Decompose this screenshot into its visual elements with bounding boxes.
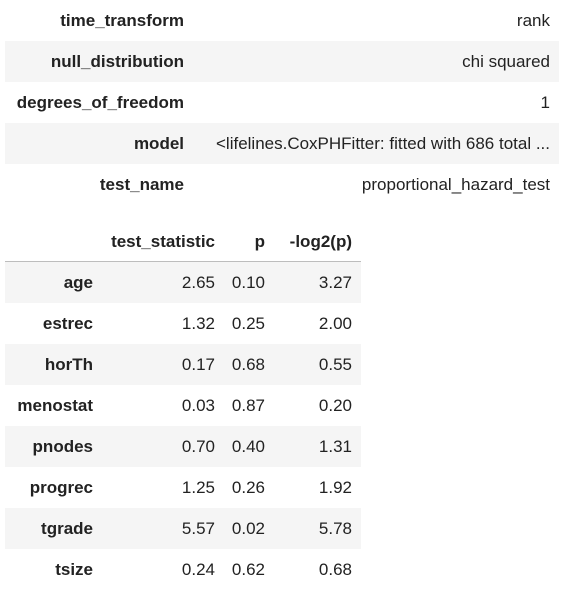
- summary-key: degrees_of_freedom: [16, 92, 184, 112]
- covariate-name: tgrade: [41, 518, 93, 538]
- covariate-name: pnodes: [32, 436, 93, 456]
- test-statistic-cell: 2.65: [181, 272, 215, 292]
- summary-row-null-distribution: null_distribution chi squared: [5, 41, 559, 82]
- test-statistic-cell: 0.24: [181, 559, 215, 579]
- neg-log2-p-cell: 3.27: [318, 272, 352, 292]
- p-cell: 0.68: [231, 354, 265, 374]
- summary-key: null_distribution: [50, 51, 184, 71]
- test-statistic-header: test_statistic: [111, 231, 215, 251]
- neg-log2-p-header: -log2(p): [289, 231, 352, 251]
- covariate-name: horTh: [44, 354, 93, 374]
- table-row: tsize 0.24 0.62 0.68: [5, 549, 361, 590]
- summary-row-test-name: test_name proportional_hazard_test: [5, 164, 559, 205]
- test-statistic-cell: 0.70: [181, 436, 215, 456]
- neg-log2-p-cell: 1.31: [318, 436, 352, 456]
- covariate-name: progrec: [29, 477, 93, 497]
- p-cell: 0.10: [231, 272, 265, 292]
- summary-value: chi squared: [462, 51, 550, 71]
- results-header-row: test_statistic p -log2(p): [5, 222, 361, 262]
- p-cell: 0.40: [231, 436, 265, 456]
- results-body: age 2.65 0.10 3.27 estrec 1.32 0.25 2.00…: [5, 262, 361, 590]
- test-statistic-cell: 5.57: [181, 518, 215, 538]
- table-row: tgrade 5.57 0.02 5.78: [5, 508, 361, 549]
- covariate-name: age: [63, 272, 93, 292]
- table-row: horTh 0.17 0.68 0.55: [5, 344, 361, 385]
- summary-key: time_transform: [60, 10, 184, 30]
- test-results-table: test_statistic p -log2(p) age 2.65 0.10 …: [5, 222, 361, 590]
- summary-row-time-transform: time_transform rank: [5, 0, 559, 41]
- p-cell: 0.87: [231, 395, 265, 415]
- p-header: p: [254, 231, 265, 251]
- neg-log2-p-cell: 0.68: [318, 559, 352, 579]
- table-row: menostat 0.03 0.87 0.20: [5, 385, 361, 426]
- neg-log2-p-cell: 0.20: [318, 395, 352, 415]
- table-row: age 2.65 0.10 3.27: [5, 262, 361, 303]
- summary-value: proportional_hazard_test: [361, 174, 550, 194]
- p-cell: 0.26: [231, 477, 265, 497]
- summary-row-model: model <lifelines.CoxPHFitter: fitted wit…: [5, 123, 559, 164]
- test-statistic-cell: 0.03: [181, 395, 215, 415]
- neg-log2-p-cell: 1.92: [318, 477, 352, 497]
- p-cell: 0.62: [231, 559, 265, 579]
- summary-value: rank: [516, 10, 550, 30]
- summary-value: <lifelines.CoxPHFitter: fitted with 686 …: [215, 133, 550, 153]
- neg-log2-p-cell: 5.78: [318, 518, 352, 538]
- neg-log2-p-cell: 0.55: [318, 354, 352, 374]
- test-statistic-cell: 1.25: [181, 477, 215, 497]
- covariate-name: menostat: [17, 395, 93, 415]
- covariate-name: estrec: [42, 313, 93, 333]
- test-summary-table: time_transform rank null_distribution ch…: [5, 0, 559, 205]
- test-statistic-cell: 0.17: [181, 354, 215, 374]
- p-cell: 0.25: [231, 313, 265, 333]
- p-cell: 0.02: [231, 518, 265, 538]
- neg-log2-p-cell: 2.00: [318, 313, 352, 333]
- summary-row-degrees-of-freedom: degrees_of_freedom 1: [5, 82, 559, 123]
- summary-key: model: [133, 133, 184, 153]
- table-row: progrec 1.25 0.26 1.92: [5, 467, 361, 508]
- covariate-name: tsize: [55, 559, 93, 579]
- summary-value: 1: [540, 92, 550, 112]
- test-statistic-cell: 1.32: [181, 313, 215, 333]
- table-row: estrec 1.32 0.25 2.00: [5, 303, 361, 344]
- summary-key: test_name: [99, 174, 184, 194]
- table-row: pnodes 0.70 0.40 1.31: [5, 426, 361, 467]
